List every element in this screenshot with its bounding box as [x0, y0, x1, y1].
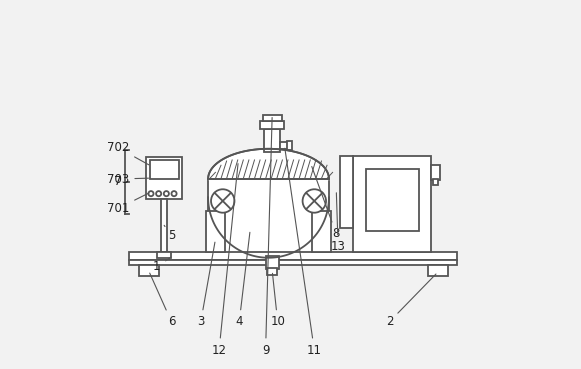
Bar [267, 268, 277, 275]
Text: 4: 4 [235, 232, 250, 328]
Bar [340, 156, 353, 228]
Bar [260, 121, 284, 129]
Text: 11: 11 [285, 148, 322, 356]
Bar [157, 252, 171, 258]
Text: 703: 703 [107, 172, 149, 186]
Text: 1: 1 [153, 257, 171, 273]
Circle shape [211, 189, 235, 213]
Bar [428, 265, 448, 276]
Bar [281, 142, 289, 149]
Bar [161, 199, 167, 252]
Text: 2: 2 [386, 274, 436, 328]
Text: 12: 12 [211, 163, 238, 356]
Text: 701: 701 [107, 193, 149, 215]
Circle shape [148, 191, 153, 196]
Circle shape [303, 189, 326, 213]
Text: 702: 702 [107, 141, 149, 165]
Bar [264, 129, 281, 152]
Bar [313, 211, 331, 252]
Circle shape [171, 191, 177, 196]
Circle shape [164, 191, 169, 196]
Bar [433, 179, 437, 185]
Text: 9: 9 [262, 117, 272, 356]
Bar [263, 115, 282, 121]
Bar [146, 157, 182, 199]
Bar [208, 179, 329, 252]
Bar [353, 156, 432, 252]
Text: 10: 10 [270, 273, 285, 328]
Bar [432, 165, 440, 180]
Bar [288, 141, 292, 150]
Text: 3: 3 [197, 242, 215, 328]
Circle shape [156, 191, 161, 196]
Text: 7: 7 [114, 175, 121, 188]
Bar [138, 265, 159, 276]
Text: 6: 6 [150, 273, 175, 328]
Bar [266, 256, 279, 269]
Bar [206, 211, 225, 252]
Bar [149, 160, 179, 179]
Bar [130, 252, 457, 259]
Text: 5: 5 [164, 225, 175, 242]
Text: 8: 8 [312, 166, 340, 241]
Text: 13: 13 [331, 193, 346, 253]
Bar [365, 169, 419, 231]
Bar [130, 259, 457, 265]
